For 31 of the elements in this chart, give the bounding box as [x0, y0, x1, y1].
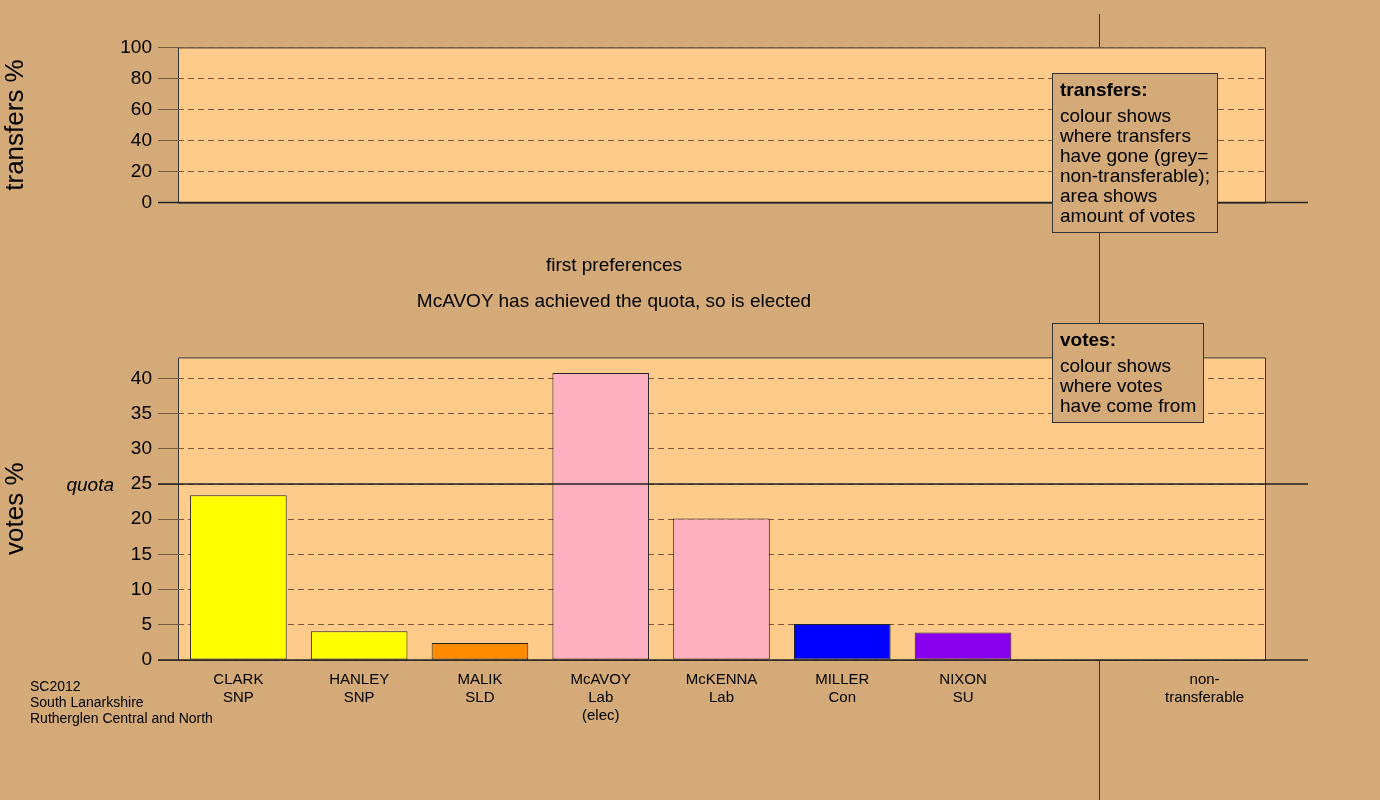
y-axis-title: transfers % [0, 59, 29, 191]
x-tick-label: McKENNA Lab [685, 670, 758, 706]
chart-title: first preferences [544, 254, 684, 276]
y-tick-label: 100 [120, 35, 152, 57]
ref-line-label: quota [66, 474, 114, 496]
y-tick-label: 20 [130, 159, 152, 181]
y-tick-label: 40 [130, 366, 152, 388]
y-tick-label: 15 [130, 542, 152, 564]
y-tick-label: 25 [130, 472, 152, 494]
annotation: transfers: colour shows where transfers have gone (grey= non-transferable); area shows amount of votes [1052, 73, 1218, 233]
y-tick-label: 80 [130, 66, 152, 88]
x-tick-label: MALIK SLD [457, 670, 503, 706]
y-tick-label: 5 [141, 613, 152, 635]
y-tick-label: 10 [130, 577, 152, 599]
x-tick-label: NIXON SU [939, 670, 987, 706]
y-tick-label: 60 [130, 97, 152, 119]
y-tick-label: 35 [130, 401, 152, 423]
y-axis-title: votes % [0, 462, 29, 555]
y-tick-label: 30 [130, 437, 152, 459]
y-tick-label: 20 [130, 507, 152, 529]
x-tick-label: CLARK SNP [213, 670, 264, 706]
x-tick-label: HANLEY SNP [329, 670, 390, 706]
x-tick-label: McAVOY Lab (elec) [570, 670, 632, 724]
y-tick-label: 0 [141, 648, 152, 670]
x-tick-label: MILLER Con [815, 670, 870, 706]
chart-subtitle: McAVOY has achieved the quota, so is elected [415, 290, 813, 312]
y-tick-label: 0 [141, 190, 152, 212]
y-tick-label: 40 [130, 128, 152, 150]
text: SC2012 South Lanarkshire Rutherglen Central and North [30, 678, 213, 726]
annotation: votes: colour shows where votes have come from [1052, 323, 1205, 423]
x-tick-label: non- transferable [1165, 670, 1245, 706]
